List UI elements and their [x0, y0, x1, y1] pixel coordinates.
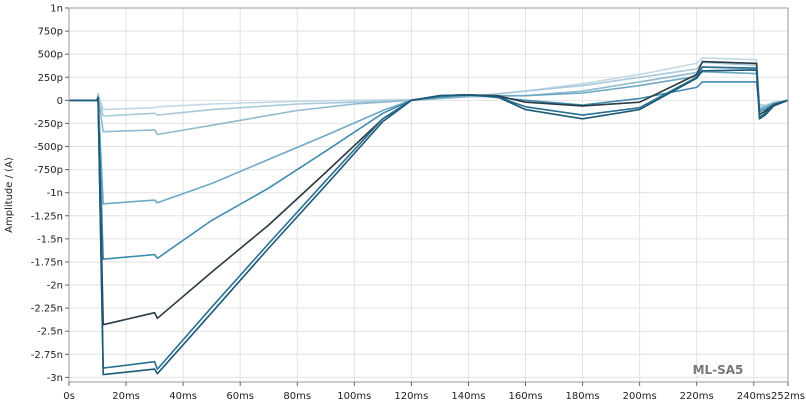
x-tick-label: 252ms	[771, 391, 805, 402]
x-tick-label: 120ms	[394, 391, 428, 402]
y-tick-label: -2.5n	[37, 327, 63, 338]
x-tick-label: 40ms	[169, 391, 197, 402]
x-tick-label: 160ms	[508, 391, 542, 402]
y-axis-title: Amplitude / (A)	[4, 157, 15, 233]
series-line-8	[69, 69, 789, 376]
y-tick-label: -1.75n	[31, 257, 63, 268]
chart-annotation: ML-SA5	[693, 363, 744, 377]
x-tick-labels: 0s 20ms 40ms 60ms 80ms 100ms 120ms 140ms 160ms 18…	[63, 382, 805, 402]
plot-frame	[68, 7, 789, 383]
x-tick-label: 220ms	[680, 391, 714, 402]
y-tick-label: -2n	[47, 281, 63, 292]
y-tick-label: -3n	[47, 373, 63, 384]
y-tick-label: -1.25n	[31, 211, 63, 222]
y-tick-label: -500p	[34, 142, 63, 153]
x-tick-label: 240ms	[737, 391, 771, 402]
x-tick-label: 60ms	[226, 391, 254, 402]
y-tick-label: -250p	[34, 119, 63, 130]
x-tick-label: 100ms	[337, 391, 371, 402]
y-tick-label: 250p	[38, 73, 63, 84]
y-tick-label: -2.75n	[31, 350, 63, 361]
y-tick-label: 0	[57, 96, 63, 107]
plot-area	[69, 8, 788, 382]
y-tick-label: -750p	[34, 165, 63, 176]
x-tick-label: 80ms	[283, 391, 311, 402]
y-tick-label: 750p	[38, 27, 63, 38]
series-lines	[69, 57, 789, 376]
y-tick-label: -1.5n	[37, 234, 63, 245]
y-tick-label: 500p	[38, 50, 63, 61]
x-tick-label: 140ms	[451, 391, 485, 402]
y-tick-label: -1n	[47, 188, 63, 199]
x-tick-label: 20ms	[112, 391, 140, 402]
x-tick-label: 180ms	[566, 391, 600, 402]
y-tick-labels: 1n 750p 500p 250p 0 -250p -500p -750p -1n -1.25n -…	[31, 4, 69, 384]
x-tick-label: 0s	[63, 391, 75, 402]
y-tick-label: -2.25n	[31, 304, 63, 315]
y-tick-label: 1n	[50, 4, 63, 15]
x-tick-label: 200ms	[623, 391, 657, 402]
